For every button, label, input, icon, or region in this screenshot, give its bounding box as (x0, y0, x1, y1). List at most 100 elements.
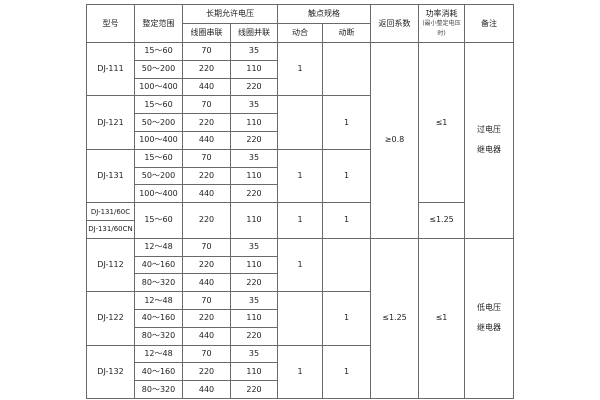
series-cell: 440 (182, 184, 231, 204)
power-cell: ≤1.25 (418, 202, 465, 239)
parallel-cell: 110 (230, 362, 278, 382)
make-contact-cell: 1 (277, 237, 323, 293)
series-cell: 220 (182, 308, 231, 328)
parallel-cell: 220 (230, 184, 278, 204)
parallel-cell: 35 (230, 148, 278, 168)
ranges-cell: 100～400 (134, 130, 183, 150)
ranges-cell: 100～400 (134, 184, 183, 204)
make-contact-cell (277, 291, 323, 346)
parallel-cell: 35 (230, 95, 278, 115)
break-contact-cell (322, 41, 371, 97)
break-contact-cell: 1 (322, 291, 371, 346)
model-cell: DJ-132 (86, 344, 135, 399)
header-model: 型号 (86, 4, 135, 43)
parallel-cell: 220 (230, 380, 278, 399)
ranges-cell: 80～320 (134, 326, 183, 346)
parallel-cell: 110 (230, 59, 278, 79)
power-cell: ≤1 (418, 41, 465, 204)
parallel-cell: 110 (230, 308, 278, 328)
ranges-cell: 40～160 (134, 362, 183, 382)
note-line: 继电器 (477, 323, 501, 333)
make-contact-cell: 1 (277, 202, 323, 239)
make-contact-cell: 1 (277, 41, 323, 97)
table-row: 40～160 220 110 (87, 308, 514, 328)
header-contact: 触点规格 (277, 4, 371, 24)
header-series: 线圈串联 (182, 23, 231, 43)
ranges-cell: 100～400 (134, 77, 183, 97)
header-make: 动合 (277, 23, 323, 43)
header-return-coef: 返回系数 (370, 4, 419, 43)
header-range: 整定范围 (134, 4, 183, 43)
table-body: DJ-111 15～60 70 35 1 ≥0.8 ≤1 过电压 继电器 50～200 220 110… (86, 41, 514, 399)
ranges-cell: 80～320 (134, 380, 183, 399)
parallel-cell: 35 (230, 42, 278, 61)
model-cell: DJ-112 (86, 237, 135, 293)
power-sublabel: (最小整定电压时) (422, 19, 461, 37)
note-line: 低电压 (477, 303, 501, 313)
series-cell: 220 (182, 202, 231, 239)
ranges-cell: 15～60 (134, 95, 183, 115)
ranges-cell: 50～200 (134, 59, 183, 79)
table-row: 100～400 440 220 (87, 130, 514, 150)
ranges-cell: 12～48 (134, 344, 183, 364)
header-break: 动断 (322, 23, 371, 43)
ranges-cell: 15～60 (134, 202, 183, 239)
make-contact-cell (277, 95, 323, 150)
break-contact-cell: 1 (322, 202, 371, 239)
power-label: 功率消耗 (425, 8, 458, 18)
table-row: DJ-112 12～48 70 35 1 ≤1.25 ≤1 低电压 继电器 (86, 237, 514, 399)
parallel-cell: 220 (230, 326, 278, 346)
table-row: DJ-111 15～60 70 35 1 ≥0.8 ≤1 过电压 继电器 (86, 41, 514, 239)
power-cell: ≤1 (418, 237, 465, 399)
model-cell: DJ-111 (86, 41, 135, 97)
series-cell: 220 (182, 166, 231, 186)
ranges-cell: 12～48 (134, 237, 183, 257)
parallel-cell: 110 (230, 255, 278, 275)
return-coef-cell: ≥0.8 (370, 42, 419, 239)
return-coef-cell: ≤1.25 (370, 237, 419, 399)
series-cell: 440 (182, 326, 231, 346)
header-long-voltage: 长期允许电压 (182, 4, 278, 24)
series-cell: 440 (182, 380, 231, 399)
note-line: 继电器 (477, 145, 501, 155)
table-row: DJ-121 15～60 70 35 1 (86, 95, 514, 150)
series-cell: 220 (182, 255, 231, 275)
series-cell: 440 (182, 130, 231, 150)
parallel-cell: 110 (230, 166, 278, 186)
table-row: 50～200 220 110 (87, 59, 514, 79)
parallel-cell: 220 (230, 130, 278, 150)
model-cell: DJ-131/60CN (86, 219, 135, 239)
series-cell: 70 (182, 42, 231, 61)
break-contact-cell: 1 (322, 344, 371, 399)
parallel-cell: 220 (230, 77, 278, 97)
parallel-cell: 35 (230, 291, 278, 310)
series-cell: 70 (182, 95, 231, 115)
ranges-cell: 40～160 (134, 308, 183, 328)
table-row: DJ-131 15～60 70 35 1 1 (86, 148, 514, 204)
table-row: 100～400 440 220 (87, 184, 514, 204)
notes-cell: 低电压 继电器 (464, 237, 514, 399)
model-cell: DJ-131/60C (86, 202, 135, 221)
ranges-cell: 15～60 (134, 42, 183, 61)
table-row: 50～200 220 110 (87, 113, 514, 132)
series-cell: 70 (182, 237, 231, 257)
series-cell: 220 (182, 59, 231, 79)
note-line: 过电压 (477, 125, 501, 135)
ranges-cell: 80～320 (134, 273, 183, 293)
model-cell: DJ-122 (86, 291, 135, 346)
table-row: DJ-132 12～48 70 35 1 1 (86, 344, 514, 399)
make-contact-cell: 1 (277, 344, 323, 399)
parallel-cell: 220 (230, 273, 278, 293)
series-cell: 220 (182, 362, 231, 382)
header-parallel: 线圈并联 (230, 23, 278, 43)
parallel-cell: 35 (230, 344, 278, 364)
parallel-cell: 35 (230, 237, 278, 257)
header-power: 功率消耗 (最小整定电压时) (418, 4, 465, 43)
header-notes: 备注 (464, 4, 514, 43)
parallel-cell: 110 (230, 113, 278, 132)
ranges-cell: 50～200 (134, 113, 183, 132)
notes-cell: 过电压 继电器 (464, 42, 514, 239)
ranges-cell: 40～160 (134, 255, 183, 275)
series-cell: 440 (182, 273, 231, 293)
series-cell: 70 (182, 291, 231, 310)
